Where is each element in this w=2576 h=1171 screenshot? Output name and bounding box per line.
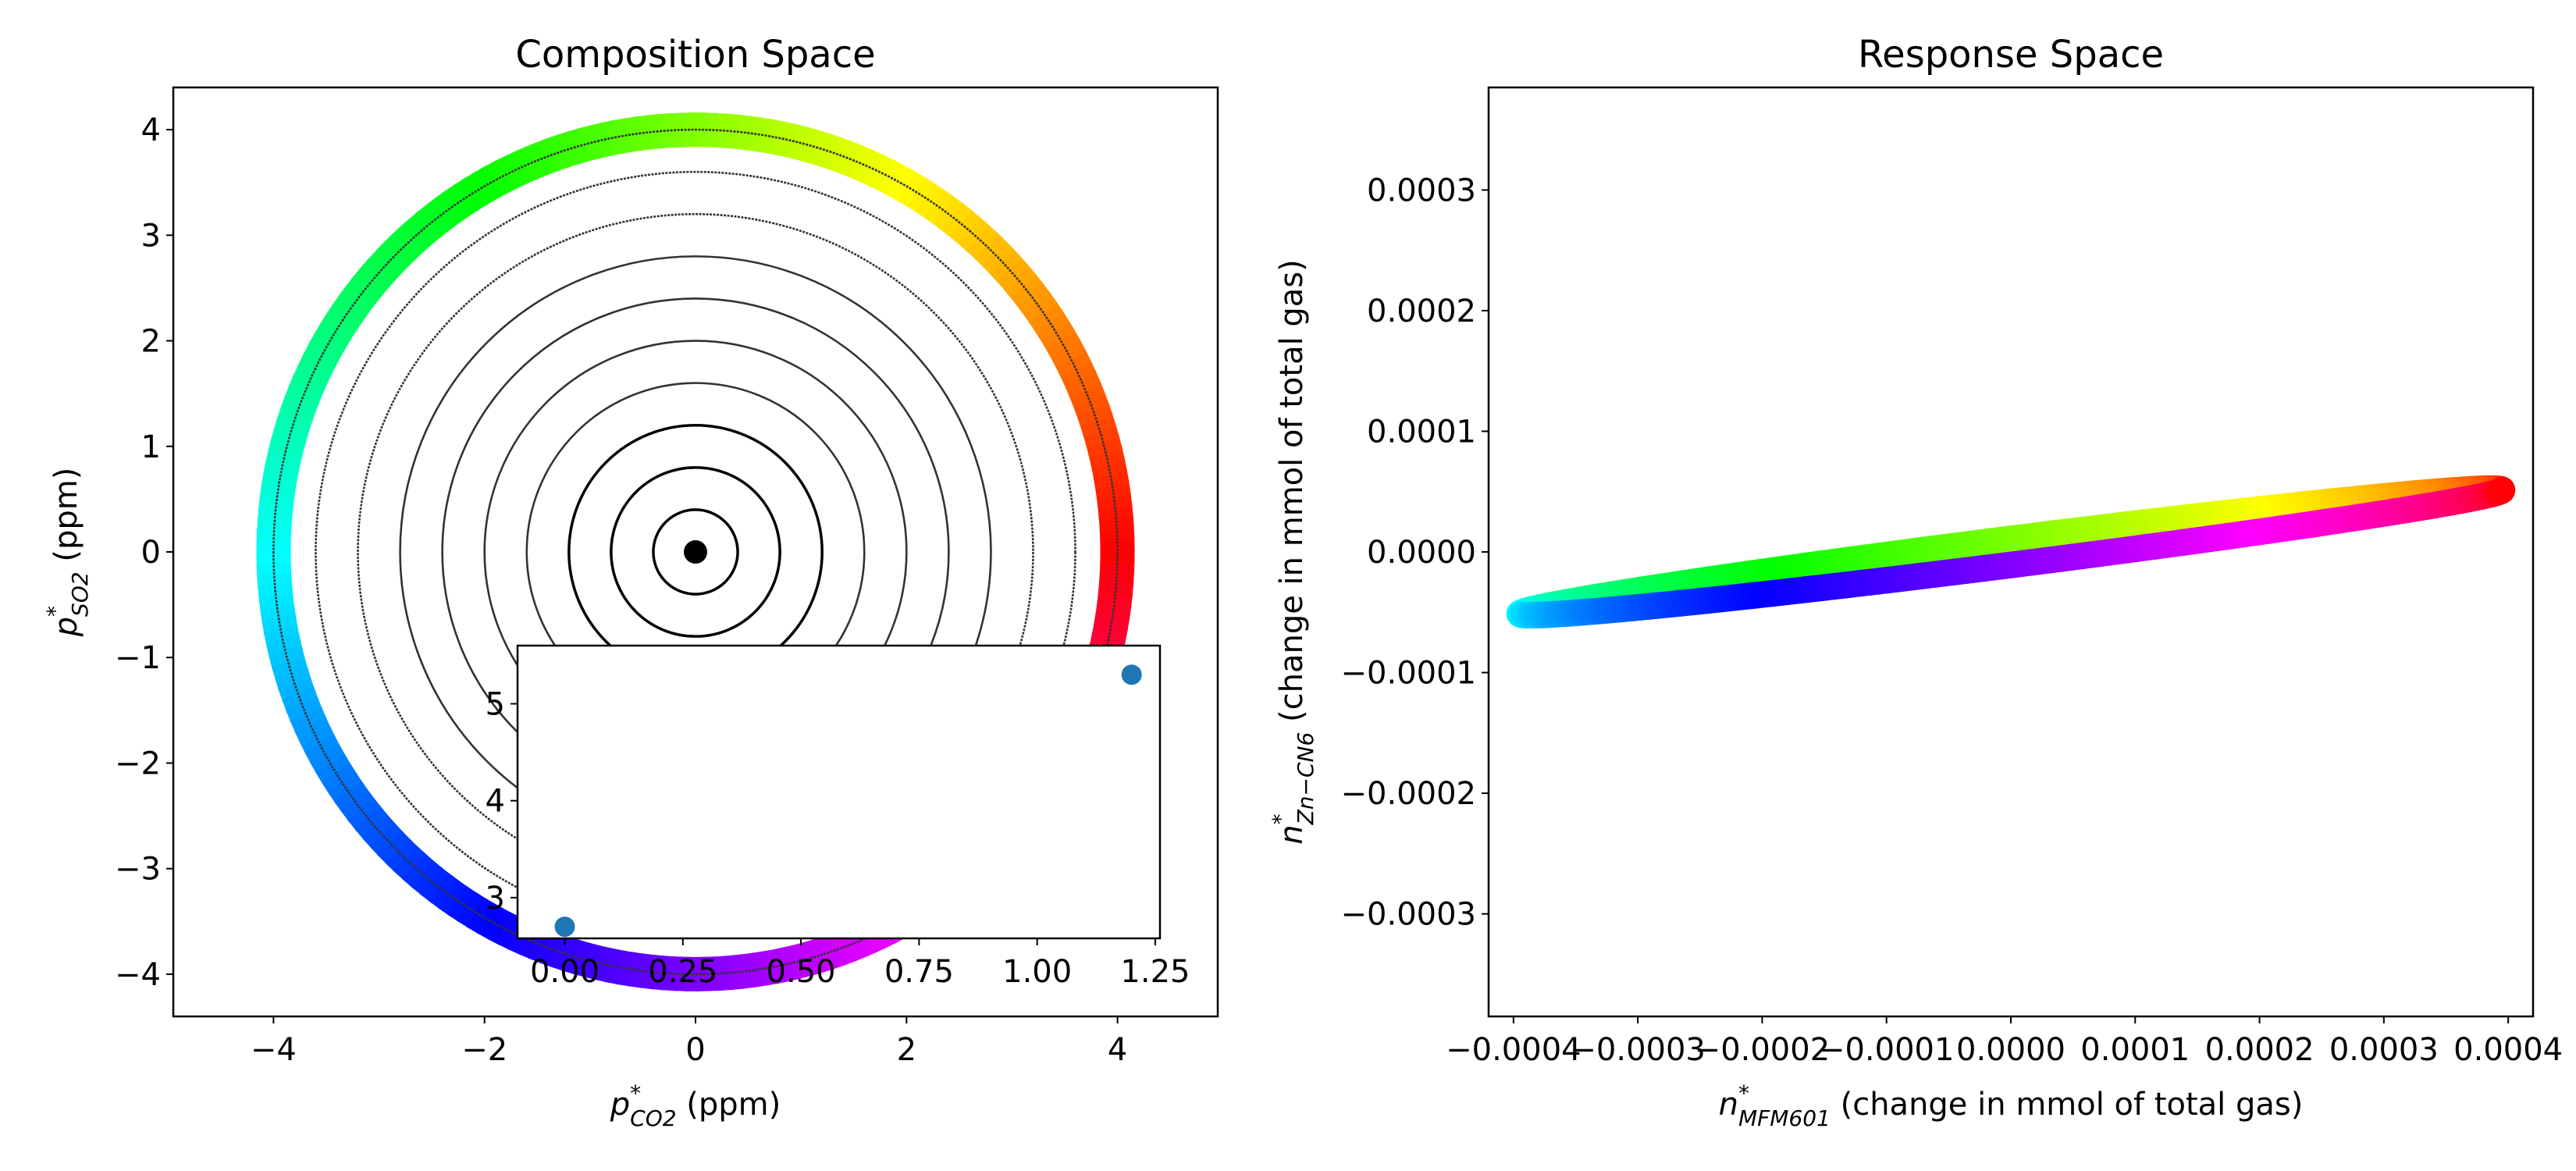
response-x-label: n* MFM601 (change in mmol of total gas) [1719, 1080, 2304, 1131]
inset-panel: 0.00 0.25 0.50 0.75 1.00 1.25 3 4 5 [486, 644, 1190, 990]
x-tick-label: 2 [897, 1032, 916, 1068]
contour-circle [610, 466, 781, 638]
x-tick-label: 0.0002 [2205, 1032, 2314, 1068]
composition-x-ticks: −4 −2 0 2 4 [251, 1016, 1127, 1068]
y-tick-label: 1 [141, 429, 161, 465]
response-panel: Response Space −0.0004−0.0003−0.0002−0.0… [1268, 33, 2563, 1131]
y-tick-label: 5 [486, 687, 505, 723]
composition-panel: Composition Space −4 −2 0 2 4 −4−3−2−101234 … [42, 33, 1219, 1131]
response-plot-area [1506, 475, 2516, 628]
response-x-sub: MFM601 [1738, 1105, 1831, 1131]
inset-plot-area [554, 664, 1142, 938]
response-x-symbol: n [1719, 1087, 1738, 1123]
contour-circle [315, 170, 1076, 934]
response-x-sup: * [1738, 1080, 1749, 1106]
y-tick-label: 0 [141, 535, 161, 571]
x-tick-label: −0.0001 [1819, 1032, 1954, 1068]
composition-y-symbol: p [48, 617, 84, 637]
y-tick-label: 2 [141, 324, 161, 360]
y-tick-label: −1 [115, 640, 161, 676]
y-tick-label: 0.0001 [1367, 414, 1476, 450]
x-tick-label: −2 [461, 1032, 507, 1068]
center-point [684, 540, 707, 564]
response-x-rest: (change in mmol of total gas) [1831, 1087, 2303, 1123]
inset-data-point [554, 917, 575, 938]
x-tick-label: −0.0004 [1446, 1032, 1581, 1068]
x-tick-label: 0 [685, 1032, 705, 1068]
x-tick-label: 0.0003 [2329, 1032, 2439, 1068]
x-tick-label: −0.0002 [1695, 1032, 1830, 1068]
x-tick-label: 1.00 [1002, 954, 1072, 990]
response-y-sub: Zn−CN6 [1293, 732, 1318, 826]
composition-y-rest: (ppm) [48, 468, 84, 572]
y-tick-label: 3 [141, 218, 161, 254]
response-x-ticks: −0.0004−0.0003−0.0002−0.0001 0.0000 0.0001… [1446, 1016, 2563, 1068]
composition-x-rest: (ppm) [677, 1087, 781, 1123]
composition-title: Composition Space [515, 33, 875, 77]
inset-x-ticks: 0.00 0.25 0.50 0.75 1.00 1.25 [530, 938, 1190, 990]
composition-x-sup: * [630, 1080, 641, 1106]
y-tick-label: −3 [115, 852, 161, 888]
composition-y-sup: * [42, 606, 68, 617]
y-tick-label: 3 [486, 881, 505, 917]
y-tick-label: −2 [115, 746, 161, 781]
y-tick-label: 0.0002 [1367, 294, 1476, 329]
x-tick-label: 0.25 [648, 954, 717, 990]
inset-data-point [1121, 664, 1142, 685]
x-tick-label: 1.25 [1120, 954, 1190, 990]
composition-y-ticks: −4 −3 −2 −1 0 1 2 3 4 [115, 112, 173, 993]
x-tick-label: −4 [251, 1032, 297, 1068]
y-tick-label: 4 [141, 112, 161, 148]
y-tick-label: −0.0003 [1341, 897, 1476, 933]
x-tick-label: −0.0003 [1570, 1032, 1705, 1068]
inset-y-ticks: 3 4 5 [486, 687, 518, 917]
composition-x-sub: CO2 [630, 1105, 676, 1131]
contour-circle [272, 128, 1119, 976]
response-y-symbol: n [1274, 824, 1310, 844]
x-tick-label: 0.75 [884, 954, 954, 990]
composition-y-label: p*SO2 (ppm) [42, 468, 93, 638]
composition-x-label: p* CO2 (ppm) [610, 1080, 781, 1131]
y-tick-label: 0.0003 [1367, 173, 1476, 208]
contour-circle [357, 212, 1034, 892]
response-title: Response Space [1858, 33, 2164, 77]
response-y-ticks: −0.0003 −0.0002 −0.0001 0.0000 0.0001 0.0002 0… [1341, 173, 1489, 933]
inset-axes-frame [516, 644, 1162, 940]
response-y-sup: * [1268, 813, 1293, 824]
x-tick-label: 4 [1108, 1032, 1127, 1068]
x-tick-label: 0.50 [767, 954, 836, 990]
composition-x-symbol: p [610, 1087, 630, 1123]
contour-circle [652, 508, 739, 596]
response-y-label: n*Zn−CN6 (change in mmol of total gas) [1268, 259, 1318, 845]
y-tick-label: 4 [486, 784, 505, 820]
y-tick-label: −0.0002 [1341, 776, 1476, 812]
x-tick-label: 0.0000 [1956, 1032, 2065, 1068]
x-tick-label: 0.0004 [2453, 1032, 2563, 1068]
x-tick-label: 0.0001 [2080, 1032, 2190, 1068]
x-tick-label: 0.00 [530, 954, 600, 990]
y-tick-label: 0.0000 [1367, 535, 1476, 571]
composition-y-sub: SO2 [67, 571, 93, 617]
y-tick-label: −4 [115, 957, 161, 993]
y-tick-label: −0.0001 [1341, 656, 1476, 692]
response-y-rest: (change in mmol of total gas) [1274, 259, 1310, 731]
